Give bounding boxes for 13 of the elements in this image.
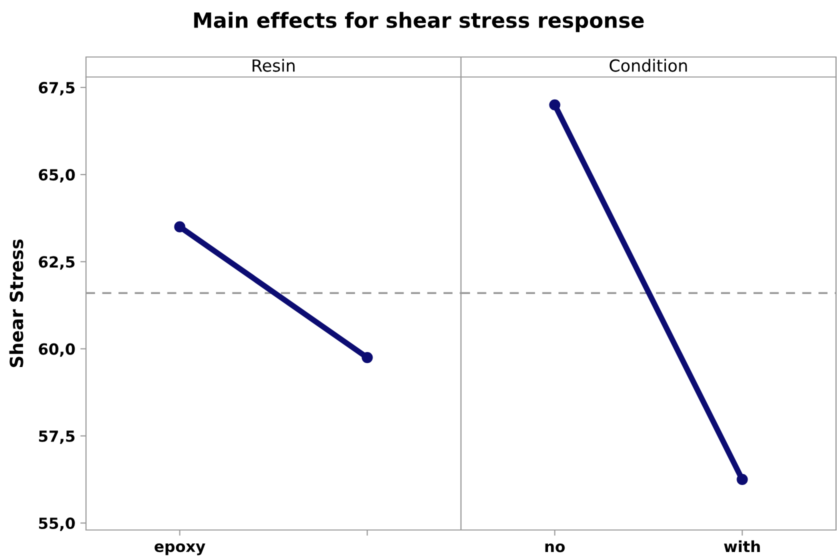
y-tick-label: 62,5 xyxy=(38,256,75,270)
y-tick-label: 67,5 xyxy=(38,82,75,96)
x-tick-label: with xyxy=(724,540,760,552)
y-tick-label: 65,0 xyxy=(38,169,75,183)
chart-subtitle: Condition xyxy=(610,58,687,72)
y-tick-label: 60,0 xyxy=(38,343,75,357)
x-tick-label: no xyxy=(545,543,565,552)
y-tick-label: 57,5 xyxy=(39,430,75,444)
x-tick-label: epoxy xyxy=(154,543,206,556)
chart-subtitle: Resin xyxy=(252,58,295,72)
y-tick-label: 55,0 xyxy=(39,517,75,532)
chart-title: Main effects for shear stress response xyxy=(194,12,644,32)
y-axis-title: Shear Stress xyxy=(9,239,24,368)
